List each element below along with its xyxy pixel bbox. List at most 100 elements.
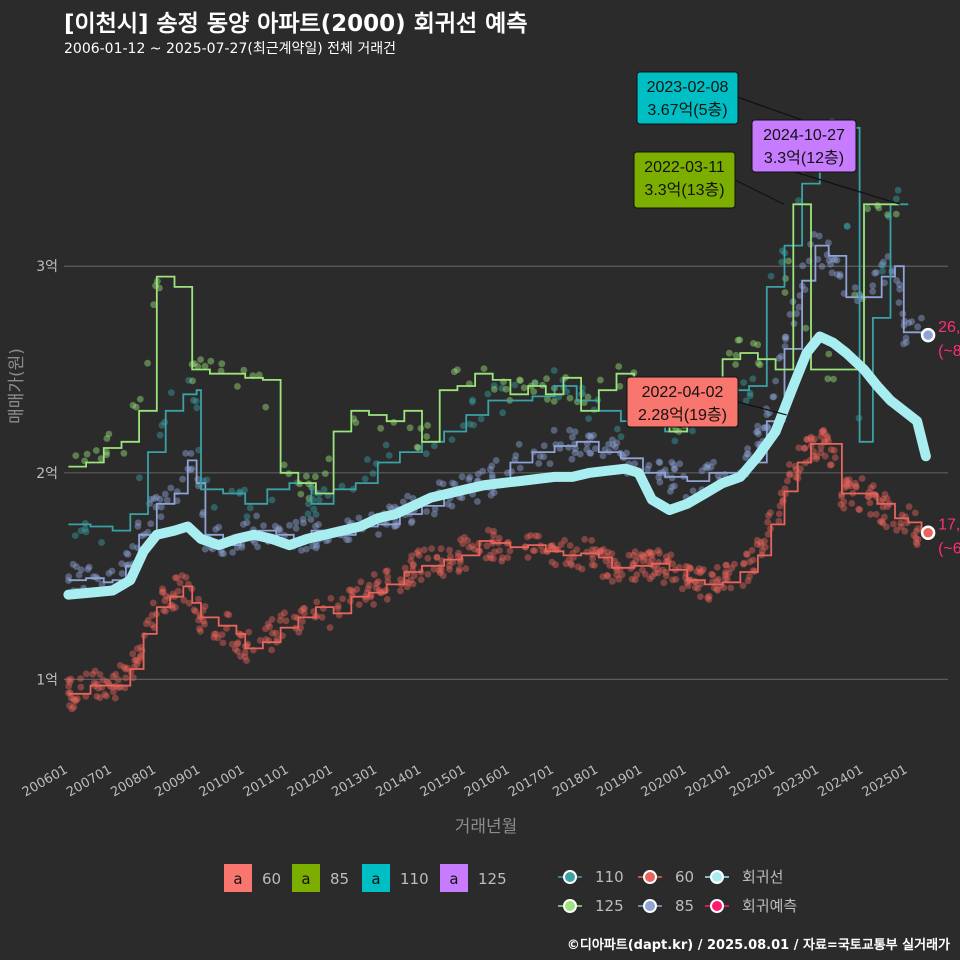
scatter-point [824, 434, 831, 442]
scatter-point [411, 572, 418, 579]
scatter-point [547, 543, 554, 550]
scatter-point [671, 482, 678, 490]
scatter-point [609, 436, 616, 444]
scatter-point [830, 447, 838, 454]
scatter-point [874, 202, 881, 209]
series-line-110 [68, 126, 909, 532]
chart-title: [이천시] 송정 동양 아파트(2000) 회귀선 예측 [64, 11, 528, 37]
scatter-point [199, 511, 206, 519]
scatter-point [133, 645, 141, 652]
scatter-point [211, 630, 218, 638]
scatter-point [743, 551, 751, 558]
y-axis-title: 매매가(원) [7, 348, 27, 424]
scatter-point [491, 385, 498, 393]
scatter-point [825, 437, 832, 445]
scatter-point [74, 695, 81, 703]
scatter-point [203, 476, 211, 484]
scatter-point [192, 608, 199, 615]
scatter-point [803, 436, 811, 443]
scatter-point [321, 470, 329, 477]
x-tick-label: 202001 [639, 762, 689, 800]
scatter-point [160, 607, 168, 614]
scatter-point [550, 367, 558, 374]
scatter-point [237, 652, 245, 660]
scatter-point [550, 426, 558, 434]
scatter-point [415, 444, 422, 452]
x-tick-label: 200601 [20, 762, 70, 800]
legend-line-label: 110 [595, 868, 624, 886]
scatter-point [897, 519, 905, 527]
scatter-point [451, 368, 458, 376]
scatter-point [599, 452, 607, 460]
scatter-point [143, 620, 150, 628]
scatter-point [749, 567, 757, 575]
scatter-point [818, 263, 826, 270]
scatter-point [710, 584, 718, 592]
scatter-point [617, 433, 625, 441]
scatter-point [535, 460, 543, 467]
scatter-point [574, 563, 582, 571]
scatter-point [825, 350, 833, 358]
scatter-point [775, 354, 783, 362]
scatter-point [698, 568, 705, 575]
scatter-point [134, 519, 142, 527]
scatter-point [82, 670, 90, 678]
scatter-point [156, 431, 164, 439]
scatter-point [268, 646, 275, 654]
scatter-point [299, 605, 307, 613]
scatter-point [893, 277, 900, 284]
scatter-point [592, 445, 599, 452]
scatter-point [602, 557, 610, 565]
scatter-point [234, 639, 242, 646]
scatter-point [66, 702, 73, 709]
scatter-point [129, 674, 137, 681]
scatter-point [303, 472, 310, 480]
scatter-point [470, 421, 477, 429]
scatter-point [578, 565, 586, 573]
scatter-point [840, 504, 848, 512]
scatter-point [410, 561, 417, 568]
scatter-point [103, 451, 110, 459]
scatter-point [848, 500, 856, 507]
scatter-point [491, 548, 499, 556]
scatter-point [185, 376, 193, 384]
scatter-point [531, 547, 539, 554]
scatter-point [488, 471, 496, 479]
scatter-point [508, 468, 515, 475]
scatter-point [836, 273, 844, 280]
scatter-point [668, 474, 676, 482]
scatter-point [586, 432, 594, 439]
scatter-point [218, 631, 226, 638]
x-tick-label: 200801 [108, 762, 158, 800]
scatter-point [785, 257, 792, 265]
scatter-point [710, 458, 717, 466]
scatter-point [587, 434, 595, 441]
scatter-point [881, 513, 888, 521]
scatter-point [761, 543, 769, 551]
scatter-point [404, 492, 411, 500]
scatter-point [807, 433, 815, 441]
scatter-point [103, 435, 111, 442]
scatter-point [304, 510, 312, 518]
scatter-point [589, 555, 597, 562]
scatter-point [757, 541, 765, 549]
scatter-point [246, 504, 254, 512]
scatter-point [81, 525, 89, 533]
chart-caption: ©디아파트(dapt.kr) / 2025.08.01 / 자료=국토교통부 실… [566, 938, 950, 953]
legend-line-label: 85 [675, 897, 694, 915]
scatter-point [180, 596, 188, 604]
scatter-point [896, 285, 904, 293]
scatter-point [415, 547, 422, 555]
scatter-point [663, 553, 670, 561]
scatter-point [682, 563, 690, 570]
scatter-point [382, 567, 390, 575]
scatter-point [588, 561, 596, 569]
scatter-point [474, 470, 482, 478]
scatter-point [384, 573, 392, 581]
scatter-point [384, 567, 391, 575]
scatter-point [668, 458, 676, 466]
scatter-point [173, 497, 181, 505]
scatter-point [640, 553, 648, 561]
forecast-value-label: 17,100 [938, 517, 960, 534]
scatter-point [212, 630, 220, 638]
